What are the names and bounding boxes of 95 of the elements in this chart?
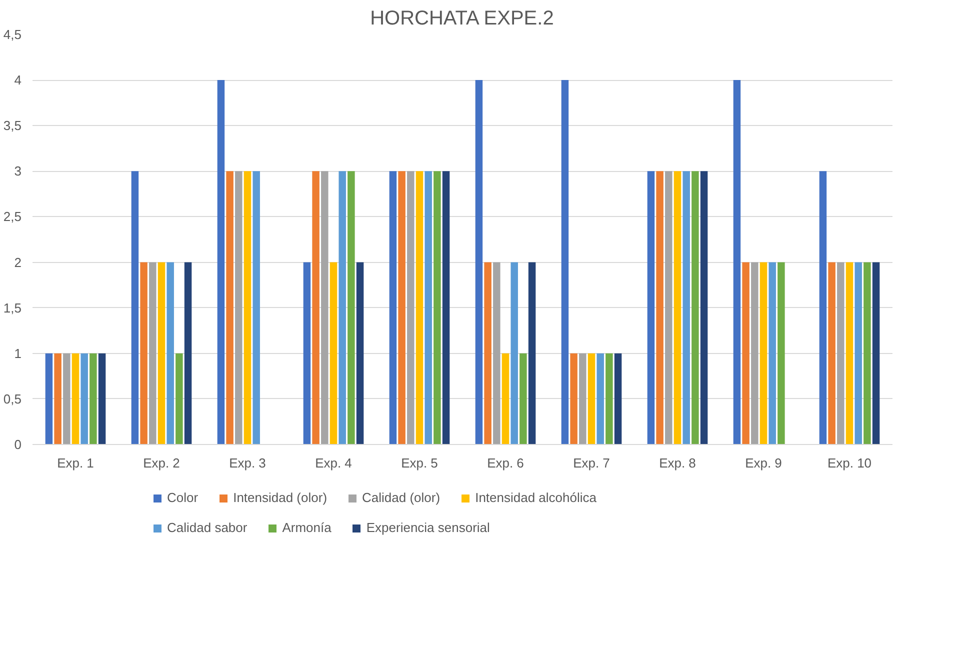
- y-tick-label: 2: [14, 254, 22, 270]
- x-tick-label: Exp. 4: [315, 456, 352, 470]
- chart-title: HORCHATA EXPE.2: [370, 8, 554, 30]
- bar: [682, 171, 690, 444]
- bar: [80, 353, 88, 444]
- bar: [665, 171, 672, 444]
- y-tick-label: 1: [14, 346, 22, 361]
- bar: [63, 353, 70, 444]
- legend-label: Intensidad alcohólica: [475, 490, 596, 505]
- bar: [528, 262, 536, 444]
- bar: [475, 80, 483, 444]
- bar: [606, 353, 613, 444]
- x-tick-label: Exp. 10: [827, 456, 872, 470]
- bar: [502, 353, 510, 444]
- bar: [760, 262, 768, 444]
- bar: [656, 171, 664, 444]
- bar: [131, 171, 139, 444]
- y-tick-label: 3,5: [3, 118, 22, 134]
- bar: [846, 262, 854, 444]
- bar: [312, 171, 320, 444]
- x-tick-label: Exp. 5: [401, 456, 438, 470]
- x-tick-label: Exp. 8: [659, 456, 696, 470]
- bar: [90, 353, 97, 444]
- bar: [837, 262, 844, 444]
- bar: [751, 262, 758, 444]
- bar: [407, 171, 414, 444]
- bar: [828, 262, 836, 444]
- bar: [176, 353, 183, 444]
- bar: [140, 262, 148, 444]
- x-tick-label: Exp. 7: [573, 456, 610, 470]
- bar: [570, 353, 578, 444]
- y-tick-label: 4: [14, 72, 22, 88]
- bar: [742, 262, 750, 444]
- bar: [864, 262, 871, 444]
- bar: [692, 171, 699, 444]
- bar: [674, 171, 682, 444]
- y-tick-label: 0: [14, 437, 22, 452]
- bar: [484, 262, 492, 444]
- y-tick-label: 1,5: [3, 300, 22, 316]
- bar: [72, 353, 80, 444]
- bar: [226, 171, 234, 444]
- bar: [588, 353, 596, 444]
- bar: [389, 171, 397, 444]
- bar: [700, 171, 708, 444]
- y-tick-label: 4,5: [3, 27, 22, 42]
- bar: [356, 262, 364, 444]
- bar: [819, 171, 827, 444]
- bar: [149, 262, 156, 444]
- bar: [510, 262, 518, 444]
- bar: [330, 262, 338, 444]
- x-tick-label: Exp. 6: [487, 456, 524, 470]
- bar: [579, 353, 586, 444]
- legend-label: Color: [167, 490, 198, 505]
- bar: [303, 262, 311, 444]
- y-tick-label: 2,5: [3, 209, 22, 224]
- bar: [45, 353, 53, 444]
- bar: [442, 171, 450, 444]
- x-tick-label: Exp. 1: [57, 456, 94, 470]
- bar: [321, 171, 328, 444]
- bar: [778, 262, 785, 444]
- bar: [348, 171, 355, 444]
- bar: [493, 262, 500, 444]
- y-tick-label: 0,5: [3, 391, 22, 406]
- legend-label: Intensidad (olor): [233, 490, 328, 505]
- x-tick-label: Exp. 9: [745, 456, 782, 470]
- bar: [217, 80, 225, 444]
- bar: [416, 171, 424, 444]
- bar: [158, 262, 166, 444]
- y-tick-label: 3: [14, 164, 22, 179]
- legend-label: Calidad (olor): [362, 490, 440, 505]
- bar: [54, 353, 62, 444]
- bar: [854, 262, 862, 444]
- bar: [184, 262, 192, 444]
- bar: [561, 80, 569, 444]
- x-tick-label: Exp. 2: [143, 456, 180, 470]
- bar: [252, 171, 260, 444]
- bar: [596, 353, 604, 444]
- legend-label: Armonía: [282, 520, 332, 535]
- bar: [614, 353, 622, 444]
- x-tick-label: Exp. 3: [229, 456, 266, 470]
- bar: [520, 353, 527, 444]
- legend-label: Experiencia sensorial: [366, 520, 490, 535]
- bar: [166, 262, 174, 444]
- bar: [244, 171, 252, 444]
- bar: [647, 171, 655, 444]
- bar: [398, 171, 406, 444]
- bar: [235, 171, 242, 444]
- bar: [733, 80, 741, 444]
- bar: [98, 353, 106, 444]
- bar: [424, 171, 432, 444]
- bar: [434, 171, 441, 444]
- bar: [338, 171, 346, 444]
- bar: [768, 262, 776, 444]
- legend-label: Calidad sabor: [167, 520, 248, 535]
- bar: [872, 262, 880, 444]
